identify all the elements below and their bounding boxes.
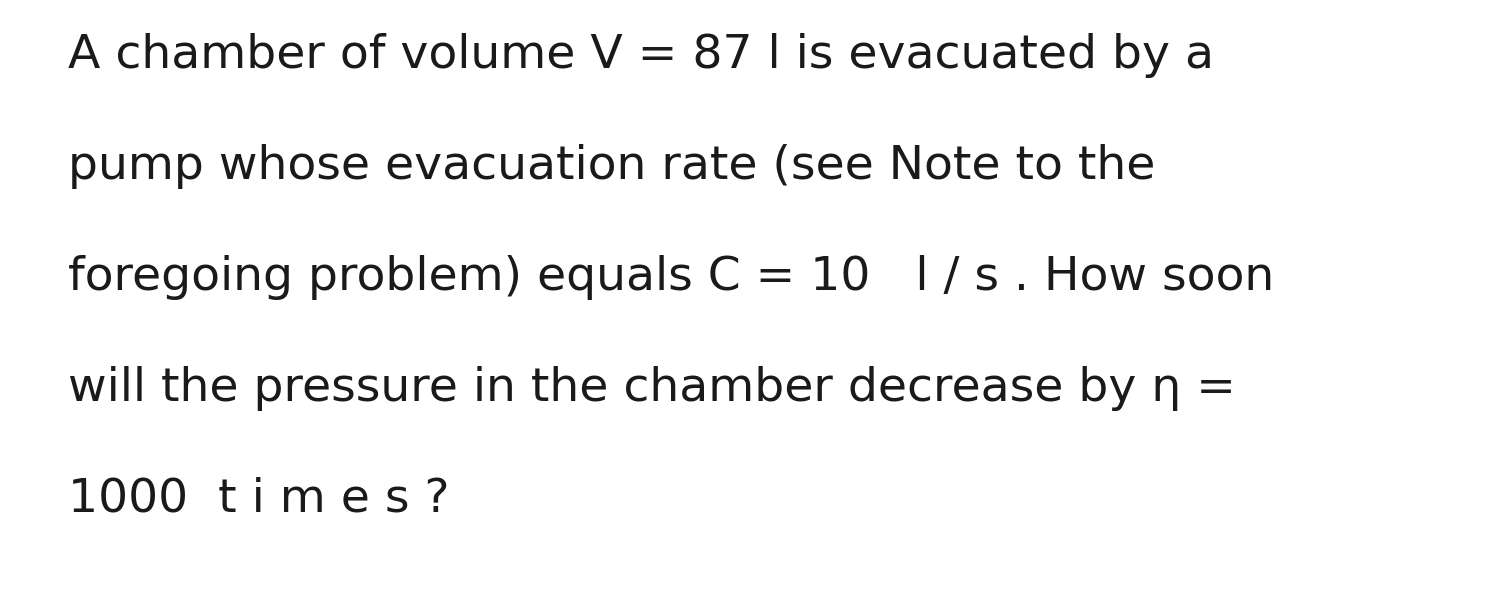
Text: foregoing problem) equals C = 10   l / s . How soon: foregoing problem) equals C = 10 l / s .… bbox=[68, 255, 1274, 300]
Text: pump whose evacuation rate (see Note to the: pump whose evacuation rate (see Note to … bbox=[68, 144, 1155, 189]
Text: 1000  t i m e s ?: 1000 t i m e s ? bbox=[68, 477, 448, 522]
Text: will the pressure in the chamber decrease by η =: will the pressure in the chamber decreas… bbox=[68, 366, 1236, 411]
Text: A chamber of volume V = 87 l is evacuated by a: A chamber of volume V = 87 l is evacuate… bbox=[68, 33, 1214, 78]
